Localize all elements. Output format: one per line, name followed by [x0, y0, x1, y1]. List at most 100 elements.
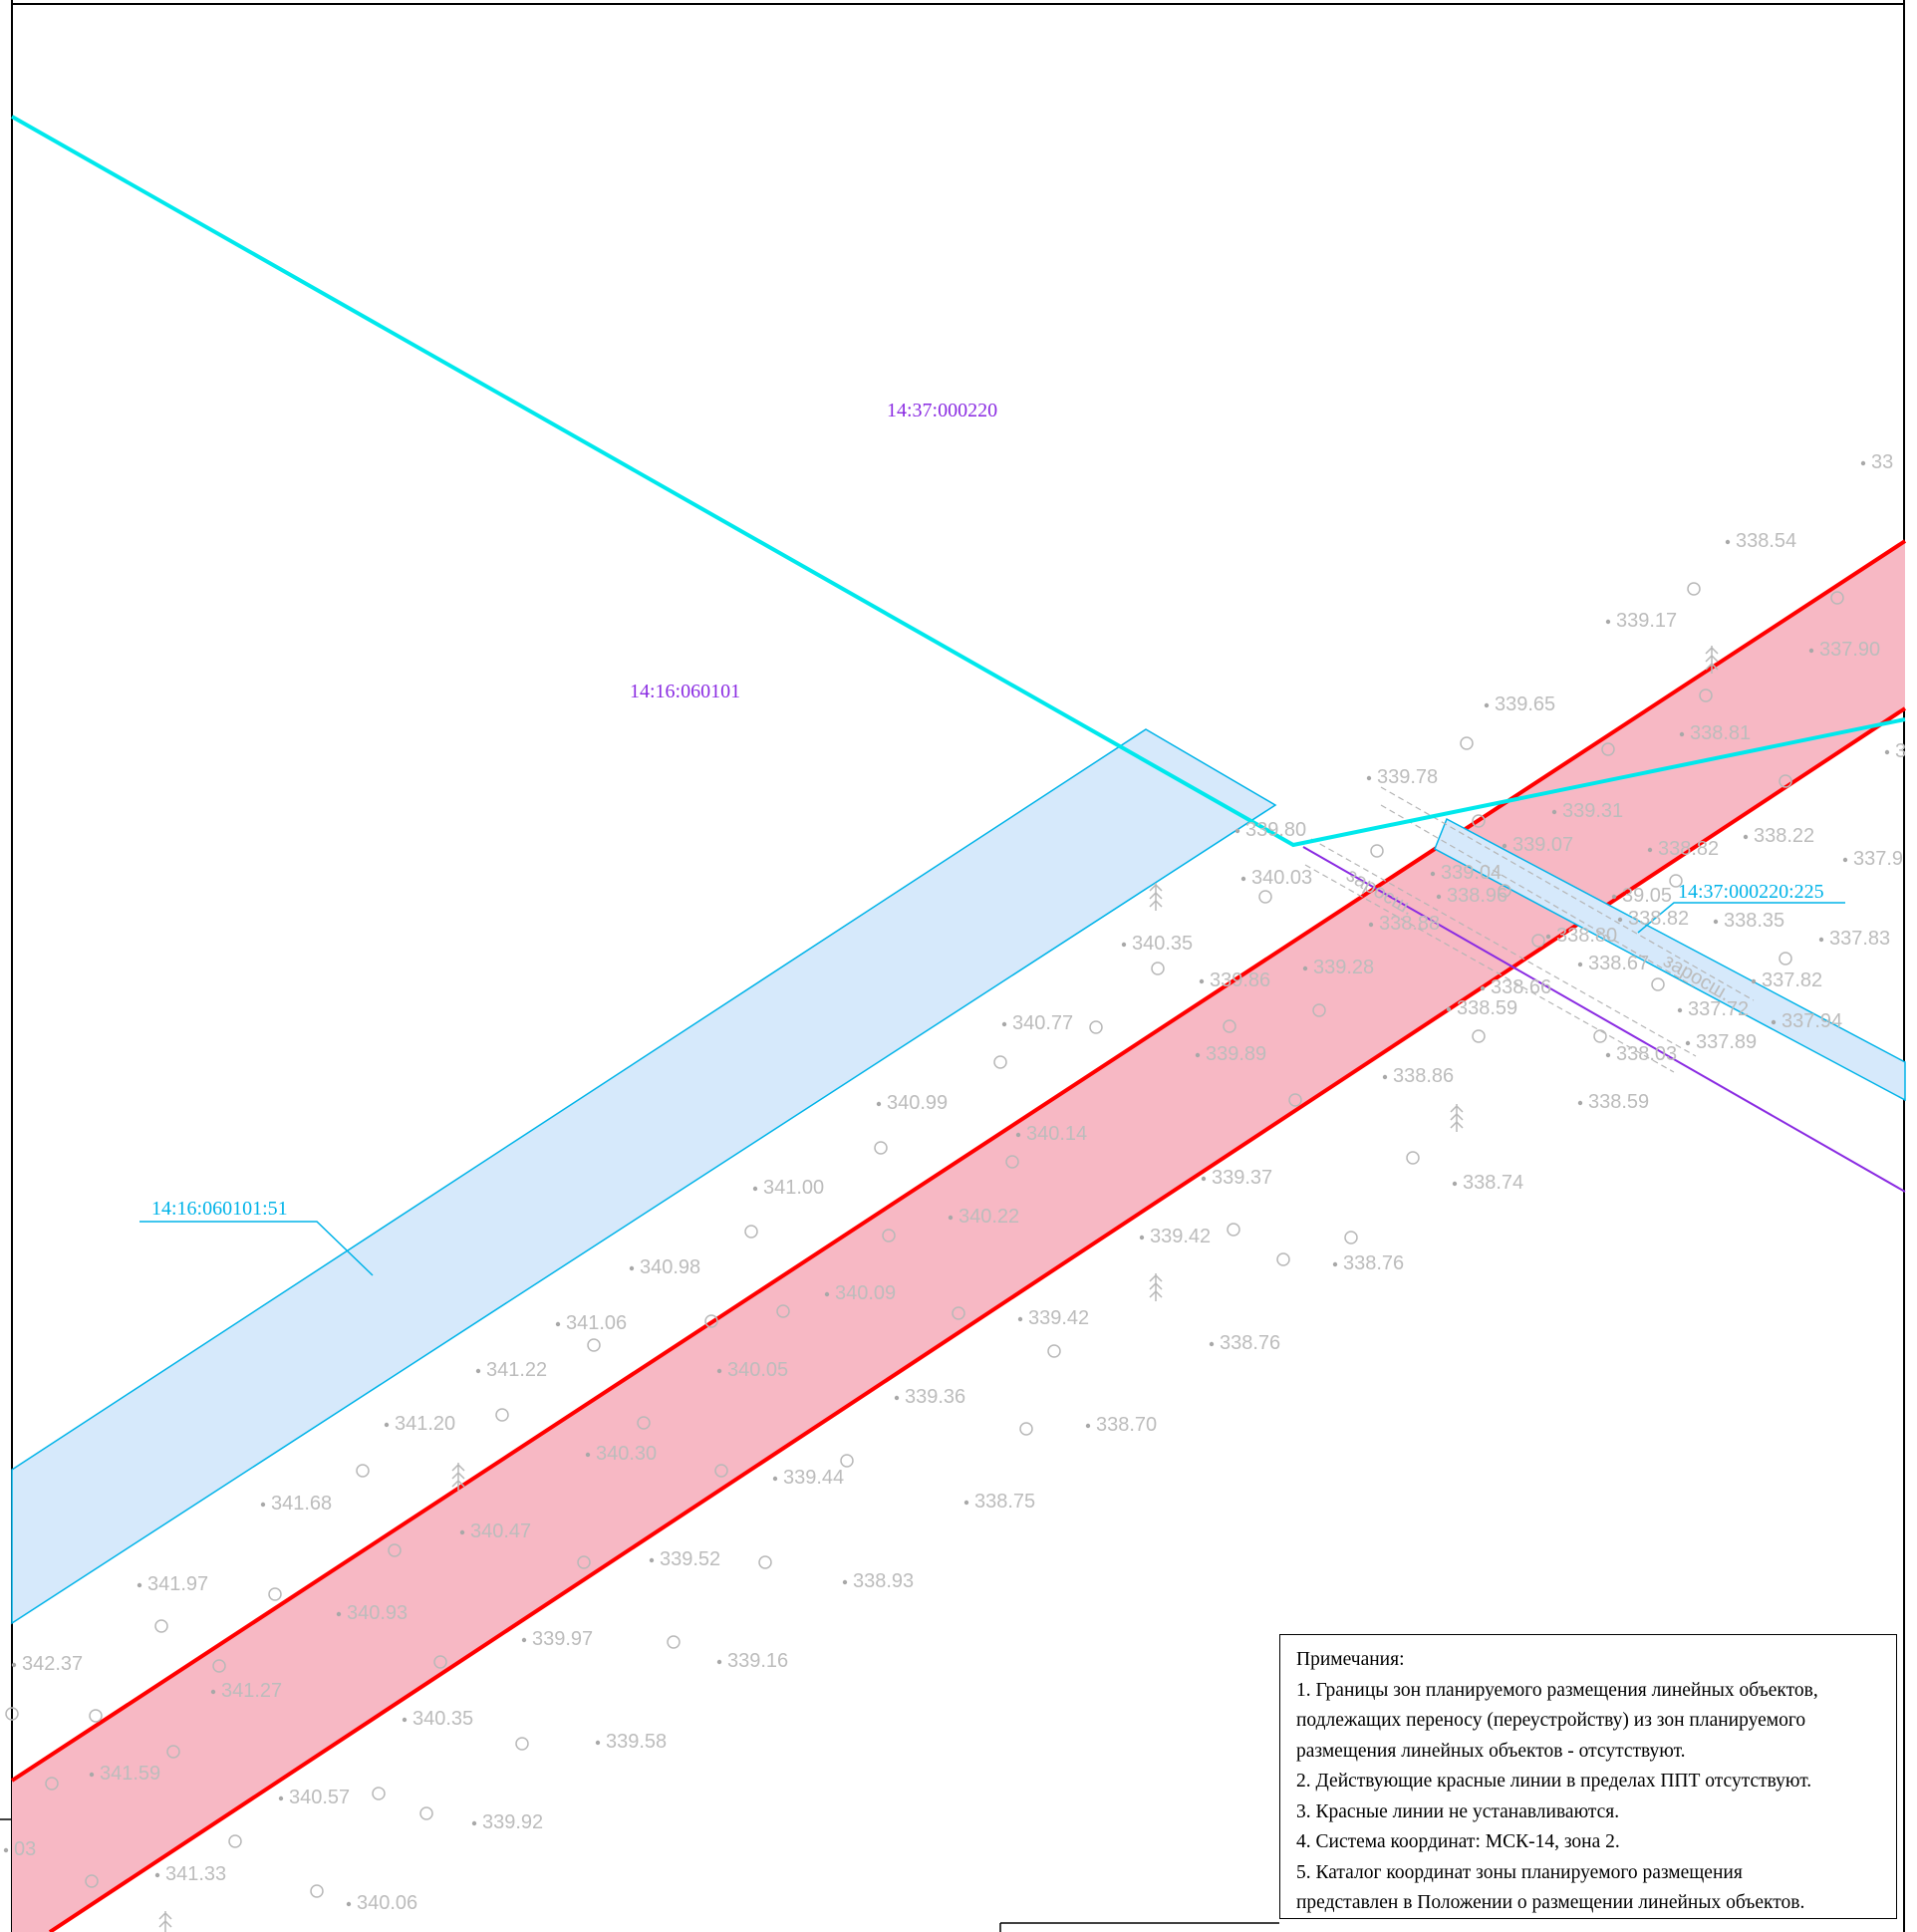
- elevation-label: 341.33: [165, 1863, 226, 1885]
- elevation-label: 341.68: [271, 1493, 332, 1515]
- elevation-label: 338.03: [1616, 1043, 1677, 1065]
- elevation-point: [210, 1689, 216, 1695]
- parcel-label-1: 14:16:060101:51: [151, 1198, 288, 1220]
- elevation-point: [89, 1772, 95, 1778]
- elevation-label: 340.22: [958, 1206, 1019, 1228]
- block-label-1: 14:37:000220: [887, 400, 997, 421]
- elevation-point: [1201, 1176, 1207, 1182]
- elevation-point: [1605, 1052, 1611, 1058]
- elevation-label: 338.76: [1220, 1332, 1280, 1354]
- note-5a: 5. Каталог координат зоны планируемого р…: [1296, 1861, 1743, 1883]
- elevation-point: [1685, 1040, 1691, 1046]
- elevation-label: 338.70: [1096, 1414, 1157, 1436]
- elevation-label: 339.97: [532, 1628, 593, 1650]
- elevation-point: [278, 1795, 284, 1801]
- elevation-label: 340.93: [347, 1602, 408, 1624]
- elevation-point: [1860, 460, 1866, 466]
- road-dash-3: [1310, 838, 1697, 1057]
- notes-title: Примечания:: [1296, 1649, 1405, 1670]
- elevation-point: [1015, 1132, 1021, 1138]
- elevation-label: 340.35: [1132, 933, 1193, 955]
- elevation-label: 340.47: [470, 1520, 531, 1542]
- elevation-point: [1551, 809, 1557, 815]
- note-4: 4. Система координат: МСК-14, зона 2.: [1296, 1831, 1620, 1852]
- elevation-label: 340.05: [727, 1359, 788, 1381]
- elevation-label: 3: [1895, 740, 1906, 762]
- purple-boundary: [1302, 846, 1906, 1193]
- parcel-14-16-060101-51[interactable]: [11, 728, 1277, 1625]
- elevation-label: 339.58: [606, 1731, 667, 1753]
- vegetation-symbols: [5, 582, 1844, 1898]
- elevation-point: [1430, 871, 1436, 877]
- elevation-point: [1743, 834, 1749, 840]
- elevation-label: 341.00: [763, 1177, 824, 1199]
- elevation-label: 340.98: [640, 1256, 700, 1278]
- elevation-label: 339.42: [1150, 1226, 1211, 1247]
- elevation-label: 341.06: [566, 1312, 627, 1334]
- elevation-point: [1502, 843, 1507, 849]
- elevation-label: 340.57: [289, 1787, 350, 1808]
- elevation-point: [1139, 1235, 1145, 1241]
- block-label-2: 14:16:060101: [630, 681, 740, 702]
- elevation-label: 338.67: [1588, 953, 1649, 974]
- elevation-point: [1195, 1052, 1201, 1058]
- tree-symbols: [158, 646, 1719, 1932]
- elevation-point: [384, 1422, 390, 1428]
- elevation-label: 339.36: [905, 1386, 965, 1408]
- elevation-label: 339.92: [482, 1811, 543, 1833]
- elevation-label: 337.9: [1853, 848, 1903, 870]
- elevation-point: [963, 1500, 969, 1506]
- elevation-label: 33: [1871, 451, 1893, 473]
- elevation-labels: 338.54339.17337.90339.65338.81339.78339.…: [3, 451, 1906, 1914]
- elevation-point: [1818, 937, 1824, 943]
- elevation-point: [716, 1659, 722, 1665]
- elevation-point: [1884, 749, 1890, 755]
- elevation-point: [475, 1368, 481, 1374]
- elevation-point: [1209, 1341, 1215, 1347]
- elevation-point: [459, 1529, 465, 1535]
- elevation-point: [1725, 539, 1731, 545]
- elevation-point: [1199, 978, 1205, 984]
- elevation-point: [346, 1901, 352, 1907]
- elevation-point: [595, 1740, 601, 1746]
- elevation-point: [1808, 648, 1814, 654]
- elevation-label: 337.89: [1696, 1031, 1757, 1053]
- elevation-label: 338.96: [1447, 885, 1507, 907]
- road-dash-4: [1304, 864, 1675, 1073]
- elevation-point: [1577, 962, 1583, 967]
- road-dash-2: [1380, 804, 1695, 987]
- road-dash-1: [1380, 786, 1755, 1001]
- elevation-label: 340.77: [1012, 1012, 1073, 1034]
- elevation-label: 339.86: [1210, 969, 1270, 991]
- elevation-label: 03: [14, 1838, 36, 1860]
- elevation-label: 338.80: [1556, 925, 1617, 947]
- elevation-point: [585, 1452, 591, 1458]
- elevation-point: [716, 1368, 722, 1374]
- elevation-point: [1713, 919, 1719, 925]
- elevation-label: 337.94: [1781, 1010, 1842, 1032]
- elevation-label: 341.59: [100, 1763, 160, 1785]
- elevation-point: [1605, 619, 1611, 625]
- note-5b: представлен в Положении о размещении лин…: [1296, 1892, 1805, 1913]
- elevation-label: 339.65: [1495, 693, 1555, 715]
- leader-parcel-1: [139, 1221, 374, 1276]
- elevation-label: 341.20: [395, 1413, 455, 1435]
- elevation-point: [842, 1579, 848, 1585]
- elevation-point: [1121, 942, 1127, 948]
- elevation-label: 338.59: [1457, 997, 1517, 1019]
- elevation-label: 340.99: [887, 1092, 948, 1114]
- parcel-label-2: 14:37:000220:225: [1678, 881, 1824, 903]
- elevation-point: [1302, 966, 1308, 971]
- elevation-label: 342.37: [22, 1653, 83, 1675]
- elevation-point: [3, 1847, 9, 1853]
- elevation-point: [824, 1291, 830, 1297]
- elevation-point: [894, 1395, 900, 1401]
- elevation-label: 339.37: [1212, 1167, 1272, 1189]
- elevation-label: 340.30: [596, 1443, 657, 1465]
- elevation-label: 337.82: [1762, 969, 1822, 991]
- elevation-point: [1611, 894, 1617, 900]
- planned-zone-fill[interactable]: [12, 541, 1905, 1932]
- elevation-point: [948, 1215, 954, 1221]
- elevation-point: [1332, 1261, 1338, 1267]
